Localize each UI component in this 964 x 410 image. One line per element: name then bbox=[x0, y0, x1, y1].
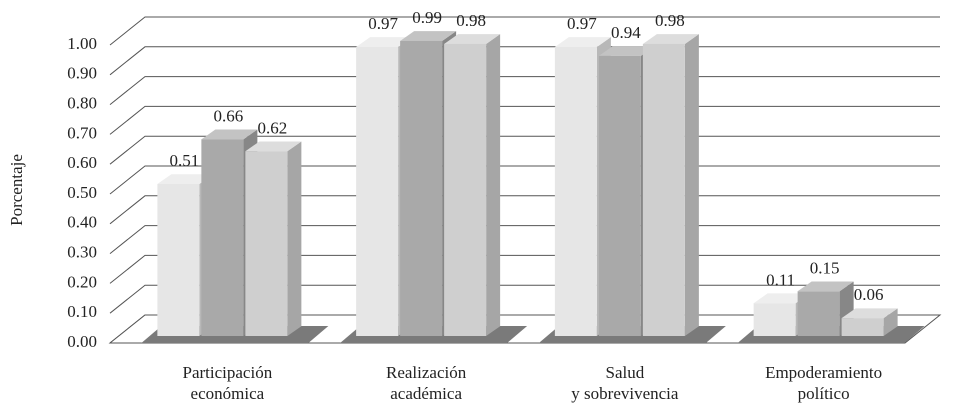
value-label: 0.51 bbox=[170, 151, 200, 170]
x-tick-label: Empoderamiento político bbox=[765, 363, 882, 403]
y-axis-title: Porcentaje bbox=[7, 154, 26, 226]
bar bbox=[245, 151, 288, 336]
bar-top bbox=[554, 37, 611, 47]
bar-side bbox=[684, 34, 699, 336]
bar-top bbox=[797, 281, 854, 292]
bar bbox=[753, 303, 796, 336]
value-label: 0.94 bbox=[611, 23, 641, 42]
bar bbox=[841, 318, 884, 336]
bar bbox=[157, 184, 200, 336]
y-tick-label: 0.10 bbox=[67, 302, 97, 321]
y-tick-label: 0.30 bbox=[67, 243, 97, 262]
value-label: 0.06 bbox=[854, 285, 884, 304]
bar bbox=[797, 291, 840, 336]
bar-top bbox=[598, 46, 655, 56]
bar bbox=[444, 43, 487, 337]
bar-side bbox=[486, 34, 501, 336]
bar-top bbox=[642, 34, 699, 44]
value-label: 0.97 bbox=[567, 14, 597, 33]
bar-top bbox=[400, 31, 457, 41]
bar bbox=[356, 46, 399, 336]
bar-side bbox=[287, 141, 302, 336]
value-label: 0.98 bbox=[655, 11, 685, 30]
value-label: 0.98 bbox=[456, 11, 486, 30]
bar bbox=[400, 40, 443, 336]
value-label: 0.97 bbox=[368, 14, 398, 33]
bar-top bbox=[444, 34, 501, 44]
y-tick-label: 0.80 bbox=[67, 94, 97, 113]
y-tick-label: 0.60 bbox=[67, 153, 97, 172]
y-tick-label: 0.50 bbox=[67, 183, 97, 202]
grid-line bbox=[109, 16, 940, 46]
y-tick-label: 0.00 bbox=[67, 332, 97, 351]
value-label: 0.11 bbox=[766, 270, 795, 289]
x-tick-label: Participación económica bbox=[183, 363, 273, 403]
bar-side bbox=[883, 308, 898, 336]
value-label: 0.66 bbox=[214, 106, 244, 125]
y-tick-label: 0.90 bbox=[67, 64, 97, 83]
y-tick-label: 0.20 bbox=[67, 272, 97, 291]
bar bbox=[554, 46, 597, 336]
value-label: 0.99 bbox=[412, 8, 442, 27]
bar-top bbox=[356, 37, 413, 47]
grid-line bbox=[109, 46, 940, 76]
x-tick-label: Salud y sobrevivencia bbox=[571, 363, 679, 403]
x-tick-label: Realización académica bbox=[386, 363, 467, 403]
bar-top bbox=[753, 293, 810, 304]
bar bbox=[598, 55, 641, 336]
bar-top bbox=[201, 129, 258, 140]
bar-top bbox=[157, 174, 214, 185]
value-label: 0.62 bbox=[258, 118, 288, 137]
bar-top bbox=[841, 308, 898, 319]
value-label: 0.15 bbox=[810, 258, 840, 277]
bar bbox=[201, 139, 244, 336]
y-tick-label: 0.40 bbox=[67, 213, 97, 232]
y-tick-label: 0.70 bbox=[67, 123, 97, 142]
grid-line bbox=[109, 76, 940, 105]
bar-top bbox=[245, 141, 302, 152]
y-tick-label: 1.00 bbox=[67, 34, 97, 53]
bar bbox=[642, 43, 685, 337]
